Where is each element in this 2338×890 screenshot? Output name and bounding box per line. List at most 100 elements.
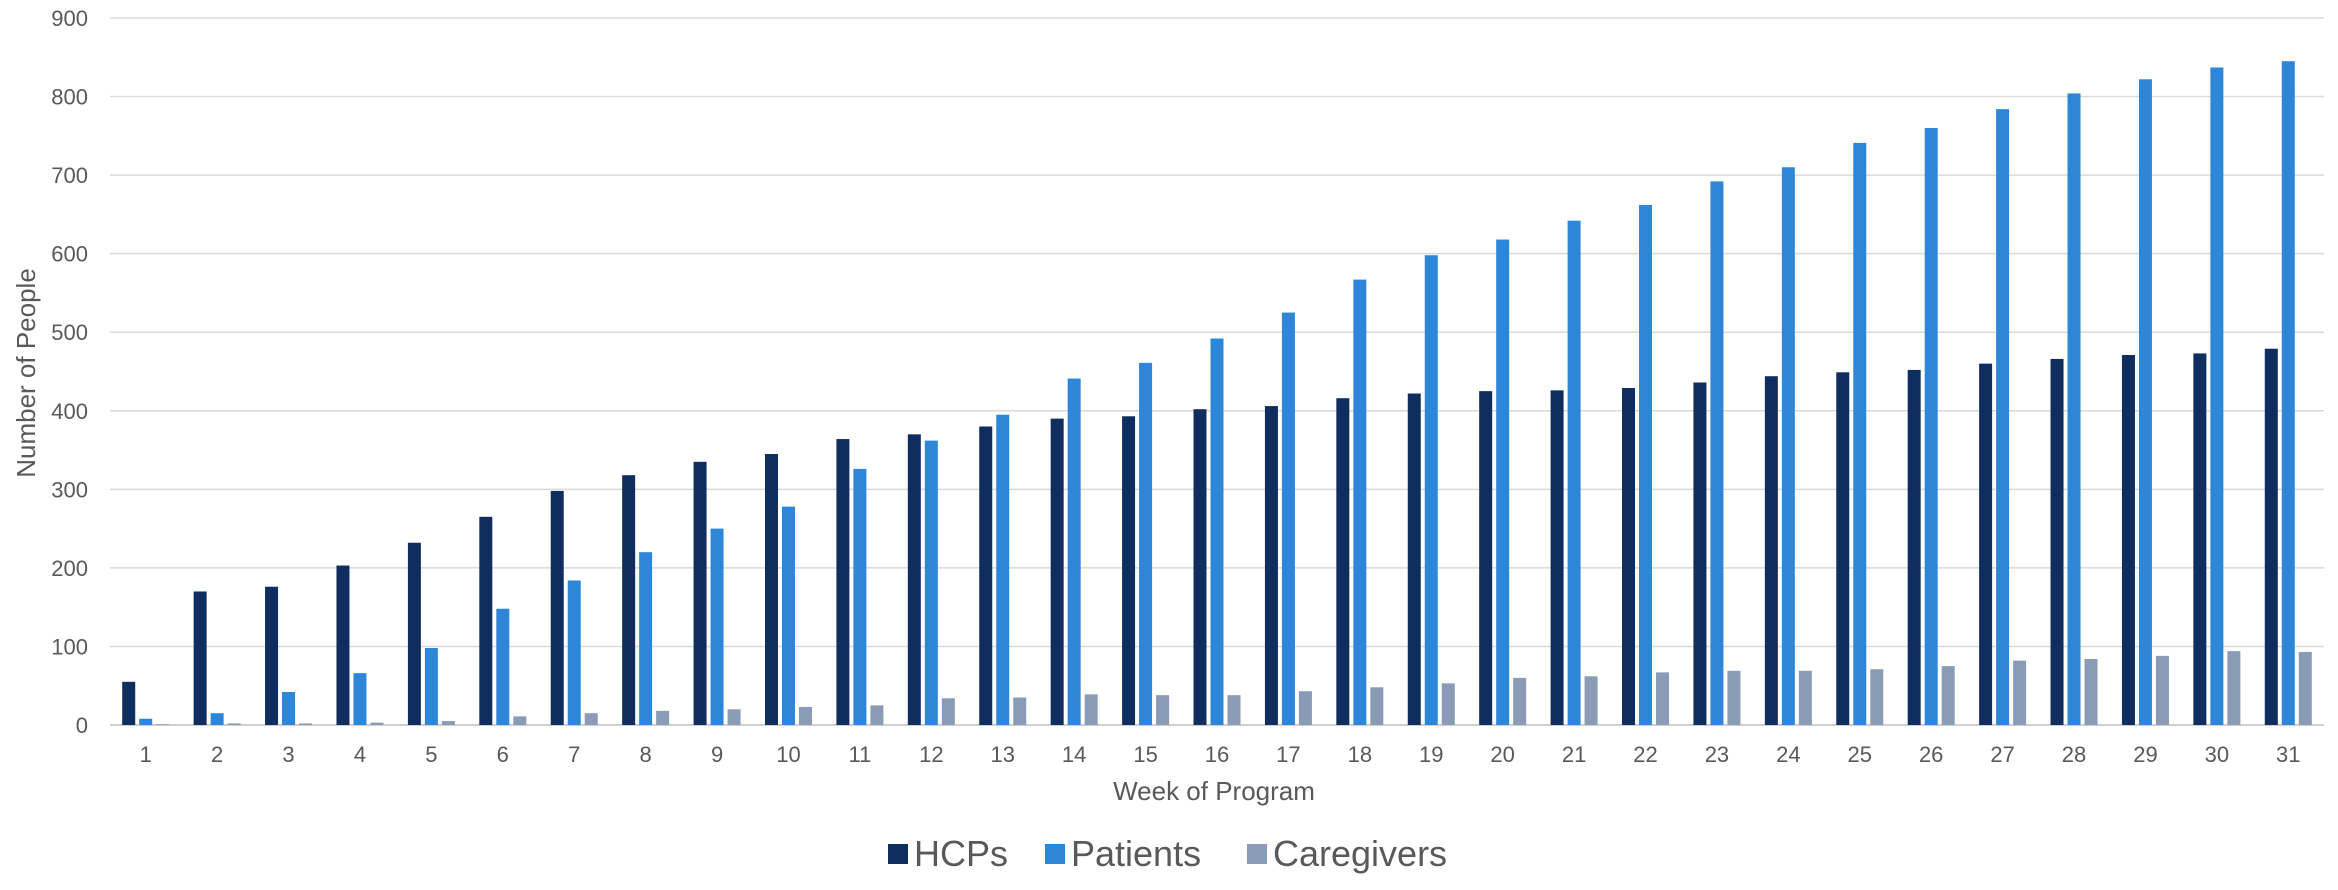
x-tick-label: 15 — [1133, 742, 1157, 767]
y-tick-label: 100 — [51, 634, 88, 659]
bar-hcps — [1407, 393, 1421, 725]
bar-patients — [1853, 142, 1867, 726]
y-axis-title: Number of People — [11, 268, 41, 478]
bar-patients — [139, 718, 153, 725]
legend-swatch-patients — [1045, 844, 1065, 864]
bar-caregivers — [1370, 687, 1384, 725]
bar-caregivers — [1227, 695, 1241, 725]
bar-hcps — [979, 426, 993, 725]
y-tick-label: 400 — [51, 399, 88, 424]
bar-caregivers — [370, 722, 384, 725]
bar-patients — [1996, 109, 2010, 725]
bar-hcps — [407, 542, 421, 725]
bar-caregivers — [798, 706, 812, 725]
x-tick-label: 27 — [1990, 742, 2014, 767]
bar-caregivers — [1441, 683, 1455, 725]
bar-caregivers — [1013, 697, 1027, 725]
bar-patients — [1210, 338, 1224, 725]
bar-caregivers — [1941, 666, 1955, 725]
x-tick-label: 12 — [919, 742, 943, 767]
y-tick-label: 200 — [51, 556, 88, 581]
x-tick-label: 29 — [2133, 742, 2157, 767]
bar-patients — [781, 506, 795, 725]
y-tick-label: 500 — [51, 320, 88, 345]
bar-hcps — [907, 434, 921, 725]
bar-caregivers — [2084, 659, 2098, 725]
bar-hcps — [550, 490, 564, 725]
x-tick-label: 1 — [140, 742, 152, 767]
bar-caregivers — [1584, 676, 1598, 725]
bar-caregivers — [941, 698, 955, 725]
x-tick-label: 10 — [776, 742, 800, 767]
bar-caregivers — [727, 709, 741, 725]
bar-patients — [710, 528, 724, 725]
bar-caregivers — [2155, 655, 2169, 725]
bar-hcps — [193, 591, 207, 725]
x-tick-label: 11 — [848, 742, 871, 767]
bar-caregivers — [1656, 672, 1670, 725]
x-tick-label: 18 — [1348, 742, 1372, 767]
x-tick-label: 31 — [2276, 742, 2300, 767]
bar-hcps — [1693, 382, 1707, 725]
x-tick-label: 23 — [1705, 742, 1729, 767]
bar-hcps — [1764, 376, 1778, 725]
x-tick-label: 9 — [711, 742, 723, 767]
x-axis-title: Week of Program — [1113, 776, 1315, 806]
bar-caregivers — [1084, 694, 1098, 725]
bar-caregivers — [1298, 691, 1312, 725]
legend-swatch-hcps — [888, 844, 908, 864]
bar-caregivers — [1870, 669, 1884, 725]
bar-hcps — [2264, 348, 2278, 725]
x-tick-label: 21 — [1562, 742, 1586, 767]
bar-hcps — [479, 516, 493, 725]
bar-hcps — [122, 681, 136, 725]
bar-hcps — [1336, 398, 1350, 725]
x-tick-label: 13 — [990, 742, 1014, 767]
bar-caregivers — [2298, 651, 2312, 725]
x-tick-label: 2 — [211, 742, 223, 767]
bar-hcps — [265, 586, 279, 725]
bar-patients — [2210, 67, 2224, 726]
bar-hcps — [693, 461, 707, 725]
y-tick-label: 0 — [76, 713, 88, 738]
legend: HCPs Patients Caregivers — [888, 833, 1447, 874]
y-tick-label: 300 — [51, 477, 88, 502]
bar-patients — [424, 648, 438, 725]
bar-hcps — [1193, 409, 1207, 725]
bar-caregivers — [513, 716, 527, 725]
bar-caregivers — [1156, 695, 1170, 725]
bar-patients — [1281, 312, 1295, 725]
x-tick-label: 17 — [1276, 742, 1300, 767]
x-tick-label: 5 — [425, 742, 437, 767]
x-tick-label: 4 — [354, 742, 366, 767]
x-tick-label: 3 — [282, 742, 294, 767]
x-tick-label: 25 — [1848, 742, 1872, 767]
bar-hcps — [1979, 363, 1993, 725]
bar-caregivers — [2227, 651, 2241, 725]
legend-label-caregivers: Caregivers — [1273, 833, 1447, 874]
bars — [122, 61, 2312, 726]
bar-hcps — [764, 453, 778, 725]
y-tick-label: 900 — [51, 6, 88, 31]
bar-hcps — [1479, 391, 1493, 725]
bar-patients — [924, 440, 938, 725]
bar-patients — [1139, 362, 1153, 725]
bar-patients — [496, 608, 510, 725]
bar-hcps — [1907, 369, 1921, 725]
bar-patients — [639, 552, 653, 725]
x-tick-label: 8 — [640, 742, 652, 767]
bar-hcps — [1550, 390, 1564, 725]
x-tick-label: 16 — [1205, 742, 1229, 767]
bar-patients — [1924, 127, 1938, 725]
x-tick-label: 22 — [1633, 742, 1657, 767]
bar-patients — [2281, 61, 2295, 725]
x-tick-label: 20 — [1490, 742, 1514, 767]
bar-caregivers — [870, 705, 884, 725]
bar-patients — [853, 468, 867, 725]
bar-hcps — [336, 565, 350, 725]
x-tick-label: 19 — [1419, 742, 1443, 767]
x-tick-label: 26 — [1919, 742, 1943, 767]
bar-patients — [2067, 93, 2081, 725]
